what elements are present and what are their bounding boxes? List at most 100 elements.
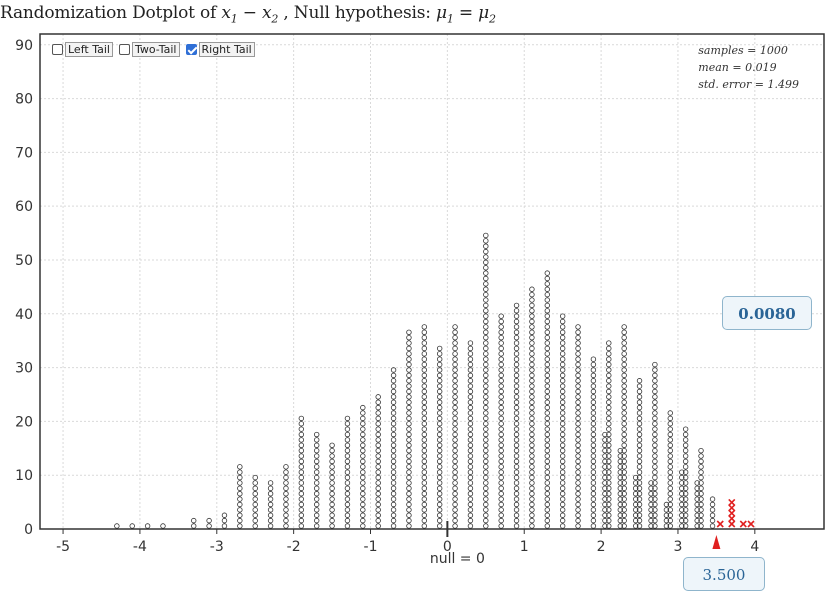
two-tail-checkbox[interactable]: Two-Tail xyxy=(118,42,180,57)
dot xyxy=(421,496,428,502)
dot xyxy=(483,517,489,524)
dot xyxy=(679,485,685,492)
dot xyxy=(498,447,504,454)
dot xyxy=(529,442,535,448)
dot xyxy=(452,512,458,518)
dot xyxy=(590,517,597,524)
dot xyxy=(421,485,428,492)
dot xyxy=(436,399,443,405)
dot xyxy=(375,447,381,454)
dot xyxy=(406,361,412,368)
dot xyxy=(652,383,658,389)
dot xyxy=(344,464,351,470)
dot xyxy=(575,361,581,368)
dot xyxy=(452,334,458,341)
dot xyxy=(621,399,627,405)
dot xyxy=(606,496,612,502)
dot xyxy=(679,474,685,481)
dot xyxy=(314,507,320,513)
dot xyxy=(652,458,658,465)
dot xyxy=(559,345,566,352)
dot xyxy=(344,501,351,508)
dot xyxy=(237,496,243,502)
dot xyxy=(544,329,550,336)
observed-value-box[interactable]: 3.500 xyxy=(683,557,765,591)
dot xyxy=(590,378,597,384)
dot xyxy=(575,453,581,459)
dot xyxy=(575,512,581,518)
dot xyxy=(632,480,639,486)
dot xyxy=(375,480,381,486)
left-tail-box[interactable] xyxy=(52,44,63,55)
dot xyxy=(632,496,639,502)
two-tail-label[interactable]: Two-Tail xyxy=(131,42,180,57)
dot xyxy=(467,491,474,497)
dot xyxy=(267,517,274,524)
dot xyxy=(606,410,612,416)
right-tail-label[interactable]: Right Tail xyxy=(198,42,255,57)
dot xyxy=(682,496,689,502)
dot xyxy=(559,453,566,459)
dot xyxy=(452,383,458,389)
dot xyxy=(575,415,581,422)
y-axis-ticks: 0 10 20 30 40 50 60 70 80 90 xyxy=(15,38,33,538)
dot xyxy=(483,367,489,373)
dot xyxy=(467,474,474,481)
dot xyxy=(679,469,685,475)
dot xyxy=(621,496,627,502)
dot xyxy=(436,415,443,422)
dot xyxy=(483,329,489,336)
dot xyxy=(314,512,320,518)
dot xyxy=(452,329,458,336)
dot xyxy=(513,421,520,427)
dot xyxy=(436,442,443,448)
dot xyxy=(544,485,550,492)
dot xyxy=(467,361,474,368)
right-tail-checkbox[interactable]: Right Tail xyxy=(185,42,255,57)
dot xyxy=(529,415,535,422)
dot xyxy=(529,361,535,368)
dot xyxy=(652,421,658,427)
dot xyxy=(544,399,550,405)
dot xyxy=(436,507,443,513)
dot xyxy=(467,367,474,373)
dot xyxy=(329,485,335,492)
dot xyxy=(544,302,550,309)
dot xyxy=(436,351,443,357)
dot xyxy=(360,496,366,502)
dot xyxy=(602,442,608,448)
dot xyxy=(283,496,289,502)
dot xyxy=(467,351,474,357)
dot xyxy=(602,480,608,486)
dot xyxy=(421,399,428,405)
dot xyxy=(329,496,335,502)
two-tail-box[interactable] xyxy=(118,44,130,55)
dot xyxy=(667,496,673,502)
dot xyxy=(663,517,670,524)
dot xyxy=(421,324,428,330)
right-tail-box[interactable] xyxy=(185,44,197,55)
dot xyxy=(160,523,166,529)
dot xyxy=(344,447,351,454)
dot xyxy=(513,367,520,373)
dot xyxy=(498,485,504,492)
dot xyxy=(602,491,608,497)
dot xyxy=(606,399,612,405)
dot xyxy=(498,394,504,400)
dot xyxy=(421,431,428,438)
dot xyxy=(621,431,627,438)
dot xyxy=(559,491,566,497)
left-tail-label[interactable]: Left Tail xyxy=(65,42,113,57)
left-tail-checkbox[interactable]: Left Tail xyxy=(52,42,113,57)
dot xyxy=(621,334,627,341)
dot xyxy=(636,431,643,438)
dot xyxy=(667,410,673,416)
dot xyxy=(406,340,412,346)
dot xyxy=(636,442,643,448)
dot xyxy=(513,442,520,448)
dot xyxy=(590,372,597,379)
dot xyxy=(575,383,581,389)
dot xyxy=(652,367,658,373)
dot xyxy=(648,507,654,513)
dot xyxy=(513,485,520,492)
